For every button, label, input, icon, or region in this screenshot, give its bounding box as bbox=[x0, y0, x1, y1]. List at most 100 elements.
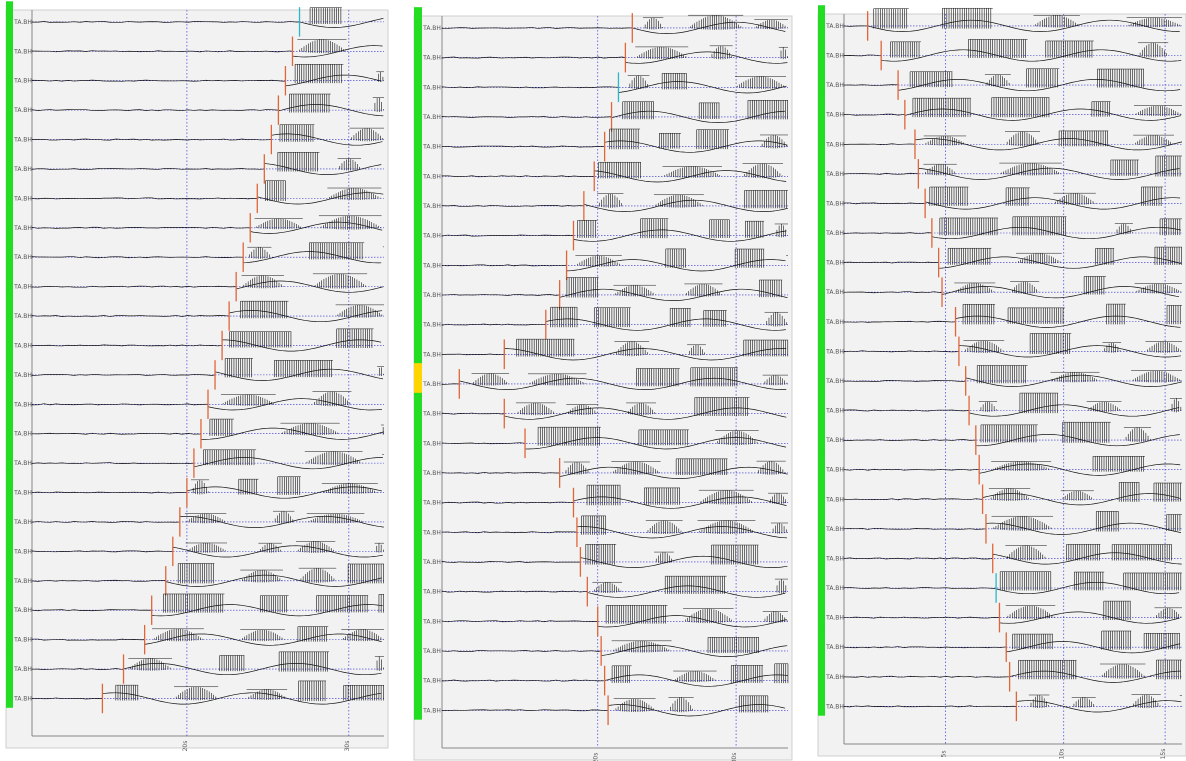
trace-energy-block bbox=[306, 513, 365, 524]
status-strip-segment bbox=[6, 589, 13, 620]
trace-energy-block bbox=[1095, 511, 1119, 532]
trace-energy-block bbox=[240, 300, 289, 319]
status-strip-segment bbox=[6, 60, 13, 91]
trace-energy-block bbox=[575, 255, 622, 267]
status-strip-segment bbox=[6, 471, 13, 502]
trace-waveform bbox=[441, 229, 787, 242]
trace-energy-block bbox=[240, 569, 283, 583]
trace-energy-block bbox=[668, 697, 694, 713]
trace-energy-block bbox=[272, 510, 295, 524]
trace-energy-block bbox=[309, 7, 342, 25]
status-strip-segment bbox=[818, 271, 825, 302]
trace-energy-block bbox=[174, 686, 219, 701]
status-strip-segment bbox=[414, 452, 422, 483]
trace-energy-block bbox=[707, 637, 759, 653]
status-strip-segment bbox=[818, 656, 825, 687]
trace-waveform bbox=[843, 49, 1182, 62]
x-tick-label: 15s bbox=[1160, 749, 1167, 760]
trace-energy-block bbox=[696, 129, 730, 150]
x-tick-label: 10s bbox=[1059, 749, 1066, 760]
trace-waveform bbox=[31, 692, 382, 705]
trace-waveform bbox=[31, 427, 385, 440]
status-strip-segment bbox=[6, 148, 13, 179]
trace-row-label: TA.BH bbox=[13, 372, 32, 379]
trace-energy-block bbox=[1010, 281, 1040, 294]
trace-waveform bbox=[441, 407, 787, 420]
trace-energy-block bbox=[661, 73, 687, 90]
trace-row-label: TA.BH bbox=[422, 707, 441, 714]
trace-energy-block bbox=[337, 158, 362, 171]
trace-energy-block bbox=[1156, 659, 1182, 680]
trace-energy-block bbox=[298, 680, 327, 702]
trace-energy-block bbox=[673, 670, 717, 683]
trace-waveform bbox=[843, 79, 1181, 92]
trace-energy-block bbox=[471, 373, 510, 386]
trace-energy-block bbox=[1005, 187, 1030, 206]
trace-energy-block bbox=[527, 373, 587, 386]
trace-energy-block bbox=[240, 629, 285, 642]
trace-energy-block bbox=[703, 310, 727, 327]
trace-energy-block bbox=[1050, 371, 1100, 383]
trace-energy-block bbox=[635, 46, 689, 60]
trace-energy-block bbox=[1071, 697, 1096, 708]
trace-energy-block bbox=[991, 461, 1052, 471]
trace-row-label: TA.BH bbox=[13, 637, 32, 644]
trace-row-label: TA.BH bbox=[422, 648, 441, 655]
trace-energy-block bbox=[873, 8, 909, 29]
status-strip-segment bbox=[818, 448, 825, 480]
trace-energy-block bbox=[382, 246, 384, 248]
trace-row-label: TA.BH bbox=[13, 78, 32, 85]
trace-energy-block bbox=[1060, 490, 1095, 501]
trace-energy-block bbox=[515, 402, 556, 416]
trace-energy-block bbox=[909, 71, 953, 88]
trace-row-label: TA.BH bbox=[422, 84, 441, 91]
trace-energy-block bbox=[163, 593, 225, 613]
trace-energy-block bbox=[963, 340, 1005, 353]
trace-energy-block bbox=[190, 479, 210, 495]
trace-energy-block bbox=[278, 651, 330, 672]
trace-row-label: TA.BH bbox=[13, 225, 32, 232]
trace-energy-block bbox=[664, 575, 727, 594]
trace-waveform bbox=[31, 574, 382, 587]
trace-energy-block bbox=[968, 39, 1028, 58]
trace-waveform bbox=[441, 437, 787, 450]
trace-energy-block bbox=[1114, 223, 1133, 235]
trace-energy-block bbox=[1029, 333, 1072, 355]
x-tick-label: 20s bbox=[182, 741, 189, 752]
trace-energy-block bbox=[1131, 694, 1161, 709]
trace-energy-block bbox=[1145, 341, 1182, 353]
x-tick-label: 20s bbox=[593, 753, 600, 761]
trace-energy-block bbox=[774, 223, 789, 238]
trace-row-label: TA.BH bbox=[13, 166, 32, 173]
trace-energy-block bbox=[377, 366, 385, 377]
trace-energy-block bbox=[1018, 659, 1077, 680]
trace-energy-block bbox=[309, 242, 365, 260]
trace-waveform bbox=[843, 108, 1181, 121]
status-strip-segment bbox=[414, 66, 422, 97]
trace-energy-block bbox=[238, 478, 259, 495]
trace-waveform bbox=[31, 74, 382, 87]
status-strip-segment bbox=[6, 501, 13, 532]
trace-waveform bbox=[441, 585, 786, 598]
trace-energy-block bbox=[980, 424, 1038, 443]
trace-waveform bbox=[31, 310, 383, 323]
trace-row-label: TA.BH bbox=[13, 137, 32, 144]
trace-energy-block bbox=[585, 544, 617, 565]
trace-waveform bbox=[843, 286, 1180, 299]
panel-background bbox=[413, 15, 793, 761]
status-strip-segment bbox=[414, 422, 422, 453]
status-strip-segment bbox=[6, 236, 13, 267]
trace-row-label: TA.BH bbox=[13, 284, 32, 291]
trace-energy-block bbox=[1045, 40, 1094, 58]
status-strip-segment bbox=[6, 207, 13, 238]
status-strip-segment bbox=[818, 567, 825, 598]
status-strip-segment bbox=[6, 530, 13, 561]
trace-energy-block bbox=[654, 551, 674, 564]
trace-energy-block bbox=[297, 626, 329, 642]
status-strip-segment bbox=[6, 560, 13, 591]
trace-row-label: TA.BH bbox=[825, 378, 844, 385]
trace-waveform bbox=[843, 197, 1181, 210]
status-strip-segment bbox=[414, 659, 422, 690]
trace-energy-block bbox=[336, 328, 374, 348]
trace-row-label: TA.BH bbox=[13, 519, 32, 526]
